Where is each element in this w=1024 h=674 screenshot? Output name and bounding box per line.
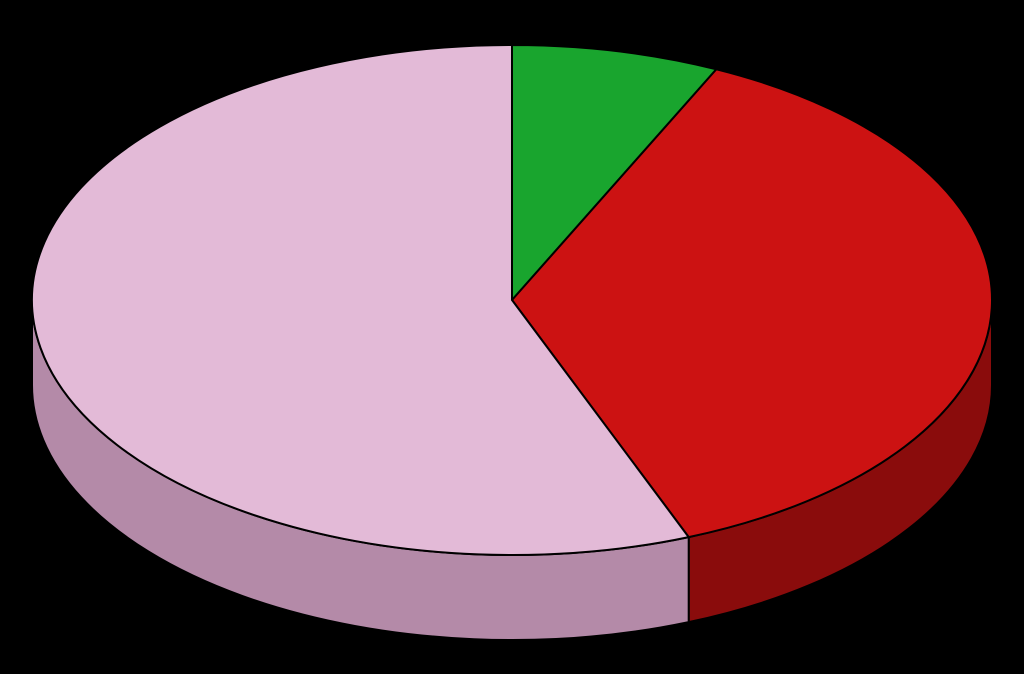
- pie-chart-3d: [0, 0, 1024, 674]
- pie-chart-svg: [0, 0, 1024, 674]
